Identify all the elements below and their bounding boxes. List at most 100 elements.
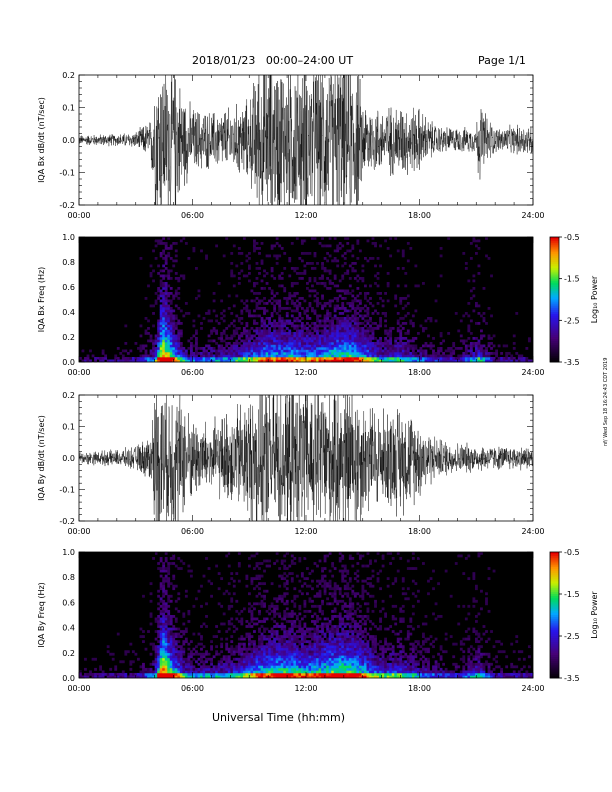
spectrogram-cell	[348, 337, 352, 340]
spectrogram-cell	[225, 637, 229, 641]
spectrogram-cell	[109, 667, 113, 671]
spectrogram-cell	[275, 670, 279, 674]
spectrogram-cell	[139, 665, 143, 669]
spectrogram-cell	[333, 597, 337, 601]
spectrogram-cell	[313, 342, 317, 345]
spectrogram-cell	[459, 354, 463, 358]
spectrogram-cell	[321, 577, 324, 581]
spectrogram-cell	[258, 602, 261, 606]
spectrogram-cell	[162, 354, 166, 358]
spectrogram-cell	[222, 665, 226, 669]
spectrogram-cell	[159, 587, 163, 591]
spectrogram-cell	[346, 289, 350, 293]
spectrogram-cell	[177, 344, 181, 348]
spectrogram-cell	[215, 665, 219, 669]
spectrogram-cell	[278, 597, 282, 601]
spectrogram-cell	[331, 642, 335, 646]
spectrogram-cell	[275, 665, 279, 669]
spectrogram-cell	[265, 637, 269, 641]
spectrogram-cell	[169, 299, 173, 303]
spectrogram-cell	[177, 640, 181, 644]
spectrogram-cell	[303, 662, 307, 666]
spectrogram-cell	[346, 584, 350, 588]
spectrogram-cell	[270, 582, 274, 586]
spectrogram-cell	[336, 352, 340, 355]
spectrogram-cell	[278, 594, 282, 598]
spectrogram-cell	[321, 637, 324, 641]
spectrogram-cell	[389, 254, 393, 258]
spectrogram-cell	[356, 660, 360, 664]
spectrogram-cell	[230, 670, 234, 674]
spectrogram-cell	[328, 667, 332, 671]
spectrogram-cell	[298, 337, 302, 340]
spectrogram-cell	[255, 339, 259, 343]
spectrogram-cell	[343, 569, 347, 573]
spectrogram-cell	[361, 354, 365, 358]
spectrogram-cell	[179, 645, 183, 649]
spectrogram-cell	[242, 675, 246, 679]
spectrogram-cell	[427, 317, 430, 320]
spectrogram-cell	[235, 349, 239, 353]
spectrogram-cell	[424, 344, 428, 348]
spectrogram-cell	[247, 342, 251, 345]
spectrogram-cell	[356, 579, 360, 583]
spectrogram-cell	[396, 352, 400, 355]
spectrogram-cell	[278, 359, 282, 363]
spectrogram-cell	[275, 354, 279, 358]
spectrogram-cell	[237, 282, 241, 285]
spectrogram-cell	[255, 277, 259, 280]
spectrogram-cell	[467, 344, 471, 348]
spectrogram-cell	[321, 337, 324, 340]
spectrogram-cell	[306, 287, 309, 290]
spectrogram-cell	[298, 604, 302, 608]
spectrogram-cell	[164, 642, 168, 646]
spectrogram-cell	[169, 594, 173, 598]
spectrogram-cell	[197, 589, 201, 593]
spectrogram-cell	[396, 344, 400, 348]
spectrogram-cell	[313, 630, 317, 633]
spectrogram-cell	[482, 359, 486, 363]
spectrogram-cell	[487, 307, 491, 310]
spectrogram-cell	[159, 662, 163, 666]
spectrogram-cell	[247, 347, 251, 350]
spectrogram-cell	[250, 314, 254, 318]
spectrogram-cell	[326, 582, 329, 586]
spectrogram-cell	[432, 344, 435, 348]
spectrogram-cell	[179, 274, 183, 278]
spectrogram-cell	[260, 337, 264, 340]
spectrogram-cell	[449, 352, 453, 355]
spectrogram-cell	[157, 344, 161, 348]
spectrogram-cell	[348, 327, 352, 330]
spectrogram-cell	[220, 645, 224, 649]
spectrogram-cell	[207, 344, 211, 348]
spectrogram-cell	[192, 324, 196, 328]
spectrogram-cell	[341, 357, 345, 360]
spectrogram-cell	[283, 577, 287, 581]
spectrogram-cell	[174, 662, 178, 666]
spectrogram-cell	[139, 344, 143, 348]
spectrogram-cell	[361, 277, 365, 280]
spectrogram-cell	[318, 675, 322, 679]
spectrogram-cell	[306, 657, 309, 661]
spectrogram-cell	[326, 647, 329, 651]
spectrogram-cell	[338, 635, 342, 638]
colorbar-tick-label: -0.5	[564, 233, 580, 242]
spectrogram-cell	[222, 319, 226, 323]
spectrogram-cell	[288, 257, 292, 260]
spectrogram-cell	[187, 312, 191, 315]
spectrogram-cell	[116, 359, 120, 363]
spectrogram-cell	[268, 652, 271, 656]
spectrogram-cell	[255, 354, 259, 358]
spectrogram-cell	[303, 632, 307, 636]
spectrogram-cell	[346, 655, 350, 659]
spectrogram-cell	[308, 609, 312, 613]
spectrogram-cell	[323, 314, 327, 318]
spectrogram-cell	[195, 652, 198, 656]
spectrogram-cell	[384, 344, 388, 348]
spectrogram-cell	[144, 672, 148, 676]
spectrogram-cell	[386, 334, 390, 338]
spectrogram-cell	[290, 635, 294, 638]
spectrogram-cell	[96, 357, 100, 360]
spectrogram-cell	[447, 349, 451, 353]
spectrogram-cell	[401, 337, 405, 340]
